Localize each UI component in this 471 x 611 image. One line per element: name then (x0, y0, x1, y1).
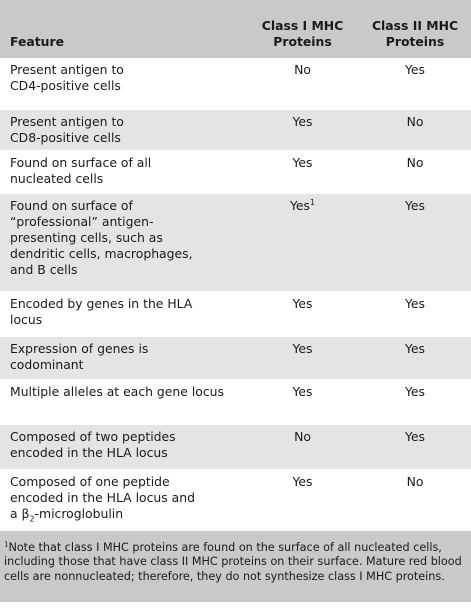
row-class1-value: No (294, 428, 311, 444)
row-class2-value: Yes (404, 340, 425, 356)
row-class2-value: Yes (404, 428, 425, 444)
header-feature: Feature (0, 0, 246, 58)
header-row: Feature Class I MHC Proteins Class II MH… (0, 0, 471, 58)
footnote-marker: 1 (4, 539, 9, 548)
table-footnote: 1Note that class I MHC proteins are foun… (0, 530, 471, 602)
row-class1-value: Yes (292, 340, 313, 356)
row-feature: Expression of genes is codominant (10, 340, 149, 372)
table-row: Found on surface of “professional” antig… (0, 193, 471, 291)
header-class2: Class II MHC Proteins (359, 0, 471, 58)
table-row: Multiple alleles at each gene locus Yes … (0, 379, 471, 424)
row-class1-value: Yes (292, 154, 313, 170)
footnote-text: Note that class I MHC proteins are found… (4, 540, 462, 583)
table-row: Expression of genes is codominant Yes Ye… (0, 336, 471, 379)
header-class1: Class I MHC Proteins (246, 0, 359, 58)
row-class2-value: Yes (404, 383, 425, 399)
row-class1-value: Yes1 (289, 197, 316, 213)
table-row: Found on surface of all nucleated cells … (0, 150, 471, 193)
row-feature: Multiple alleles at each gene locus (10, 383, 224, 399)
row-class1-value: Yes (292, 113, 313, 129)
row-class1-value: Yes (292, 383, 313, 399)
row-class2-value: No (406, 113, 424, 129)
row-class2-value: No (406, 473, 424, 489)
row-feature: Found on surface of “professional” antig… (10, 197, 193, 277)
row-feature: Found on surface of all nucleated cells (10, 154, 152, 186)
table-row: Present antigen to CD8-positive cells Ye… (0, 109, 471, 150)
row-class1-value: No (294, 62, 311, 77)
row-feature: Composed of two peptides encoded in the … (10, 428, 176, 460)
mhc-comparison-table: Feature Class I MHC Proteins Class II MH… (0, 0, 471, 530)
row-feature: Composed of one peptide encoded in the H… (10, 473, 195, 523)
row-class1-value: Yes (292, 295, 313, 311)
table-row: Composed of two peptides encoded in the … (0, 424, 471, 469)
row-feature: Present antigen to CD8-positive cells (10, 113, 124, 145)
row-feature: Present antigen to CD4-positive cells (10, 62, 124, 93)
table-row: Encoded by genes in the HLA locus Yes Ye… (0, 291, 471, 336)
footnote-marker: 1 (309, 197, 316, 207)
row-class2-value: Yes (404, 62, 425, 77)
row-class1-value: Yes (292, 473, 313, 489)
row-feature: Encoded by genes in the HLA locus (10, 295, 193, 327)
table-row: Present antigen to CD4-positive cells No… (0, 58, 471, 109)
row-class2-value: Yes (404, 197, 425, 213)
row-class2-value: No (406, 154, 424, 170)
row-class2-value: Yes (404, 295, 425, 311)
table-row: Composed of one peptide encoded in the H… (0, 469, 471, 530)
